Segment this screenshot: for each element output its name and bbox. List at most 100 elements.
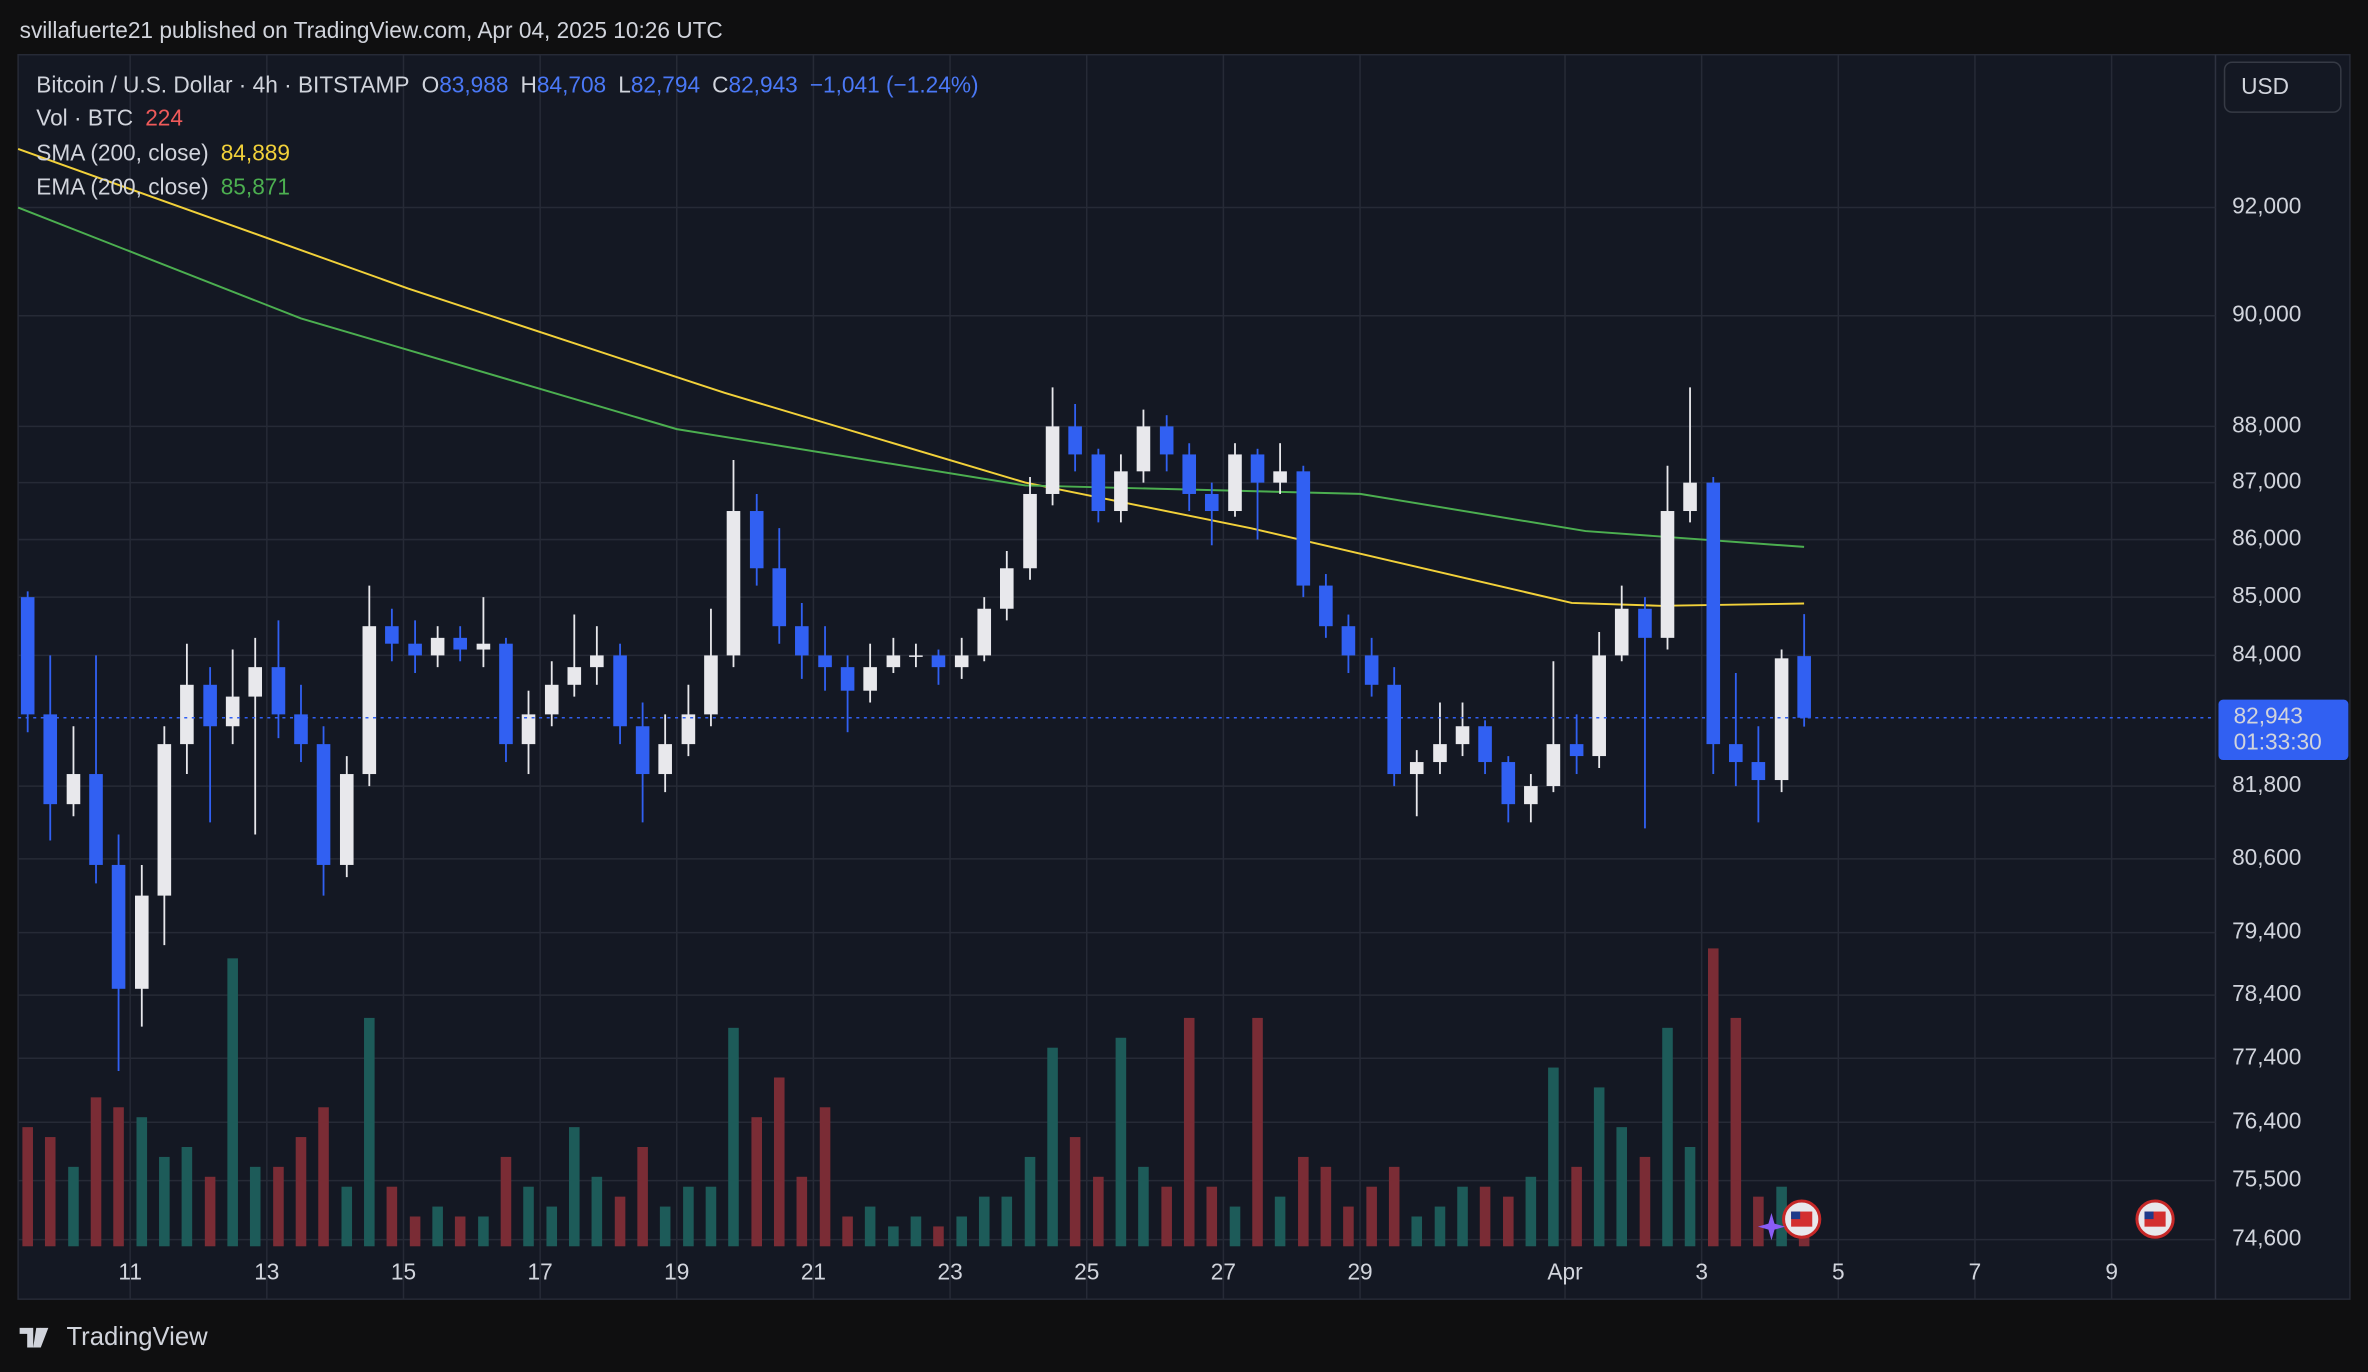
y-tick-label: 77,400 (2232, 1043, 2301, 1069)
volume-bar (1093, 1176, 1104, 1247)
candle-body (339, 774, 354, 865)
volume-bar (1206, 1186, 1218, 1247)
volume-bar (68, 1166, 79, 1247)
volume-bar (90, 1097, 102, 1247)
candle-body (111, 864, 126, 989)
volume-bar (341, 1186, 353, 1247)
volume-bar (1753, 1196, 1764, 1247)
candle-body (544, 684, 559, 715)
volume-bar (796, 1176, 808, 1247)
volume-bar (181, 1146, 193, 1247)
volume-bar (773, 1077, 785, 1247)
volume-bar (569, 1127, 580, 1247)
candle-body (248, 667, 263, 697)
candle-body (795, 626, 809, 656)
candle-body (203, 684, 217, 727)
candle-body (1478, 726, 1492, 763)
published-line: svillafuerte21 published on TradingView.… (20, 17, 723, 43)
volume-bar (864, 1206, 876, 1247)
candle-body (1114, 471, 1128, 512)
currency-button[interactable] (2223, 61, 2342, 113)
candle-body (1729, 744, 1743, 763)
candle-body (1614, 608, 1629, 656)
volume-bar (956, 1216, 967, 1247)
candle-body (1341, 626, 1356, 656)
logo-text: TradingView (66, 1323, 208, 1351)
candle-body (1409, 762, 1424, 775)
volume-bar (1411, 1216, 1423, 1247)
candle-body (567, 667, 582, 685)
candle-body (749, 511, 764, 569)
candle-body (499, 643, 513, 745)
volume-bar (1343, 1206, 1354, 1247)
volume-bar (1298, 1156, 1309, 1247)
x-tick-label: 23 (937, 1258, 962, 1284)
volume-bar (249, 1166, 261, 1247)
y-tick-label: 90,000 (2232, 301, 2301, 327)
candle-body (726, 511, 741, 656)
candle-body (1569, 744, 1584, 757)
currency-label[interactable]: USD (2241, 73, 2289, 99)
volume-bar (683, 1186, 694, 1247)
volume-bar (227, 958, 238, 1247)
candle-body (1045, 426, 1060, 494)
moving-average-line (17, 206, 1805, 548)
candle-body (134, 895, 149, 989)
volume-bar (432, 1206, 443, 1247)
volume-bar (318, 1107, 329, 1247)
countdown-label: 01:33:30 (2234, 728, 2322, 754)
volume-bar (136, 1117, 148, 1247)
candle-body (1296, 471, 1311, 586)
candle-body (408, 643, 422, 656)
x-tick-label: 29 (1347, 1258, 1372, 1284)
candle-body (1068, 426, 1082, 455)
candle-body (1660, 511, 1675, 638)
candle-body (704, 655, 718, 715)
x-tick-label: 13 (254, 1258, 279, 1284)
candle-body (1159, 426, 1174, 455)
volume-bar (1776, 1186, 1787, 1247)
volume-bar (637, 1146, 648, 1247)
y-tick-label: 85,000 (2232, 582, 2301, 608)
volume-bar (1639, 1156, 1651, 1247)
y-tick-label: 92,000 (2232, 193, 2301, 219)
legend-title: Bitcoin / U.S. Dollar · 4h · BITSTAMP (36, 71, 409, 97)
legend-ohlc-value: 83,988 (439, 71, 508, 97)
candle-body (954, 655, 969, 668)
candle-body (818, 655, 832, 668)
volume-bar (1434, 1206, 1446, 1247)
candle-body (1091, 454, 1106, 512)
legend-line: EMA (200, close) 85,871 (36, 173, 290, 199)
volume-bar (159, 1156, 170, 1247)
y-tick-label: 79,400 (2232, 918, 2301, 944)
candle-body (1273, 471, 1287, 483)
x-tick-label: 27 (1211, 1258, 1236, 1284)
candle-body (1228, 454, 1242, 512)
volume-bar (1047, 1047, 1058, 1247)
candle-body (1455, 726, 1470, 745)
volume-bar (500, 1156, 512, 1247)
event-flag-canton (2144, 1211, 2154, 1220)
candle-body (1204, 493, 1219, 512)
candle-body (294, 714, 308, 745)
volume-bar (888, 1226, 899, 1247)
legend-ohlc-key: L (618, 71, 631, 97)
candle-body (977, 608, 992, 656)
event-star-icon (1757, 1213, 1786, 1241)
last-price-label: 82,943 (2234, 703, 2303, 729)
legend-ohlc-key: H (521, 71, 537, 97)
volume-bar (1115, 1037, 1127, 1247)
legend-ohlc-value: 82,943 (729, 71, 798, 97)
volume-bar (478, 1216, 489, 1247)
volume-bar (591, 1176, 603, 1247)
volume-bar (273, 1166, 284, 1247)
candle-body (863, 667, 877, 691)
candle-body (1683, 482, 1697, 512)
legend-volume-value: 224 (145, 105, 183, 131)
volume-bar (1229, 1206, 1241, 1247)
candle-body (1182, 454, 1197, 494)
volume-bar (204, 1176, 216, 1247)
volume-bar (1320, 1166, 1332, 1247)
volume-bar (1252, 1017, 1263, 1247)
candle-body (681, 714, 696, 745)
